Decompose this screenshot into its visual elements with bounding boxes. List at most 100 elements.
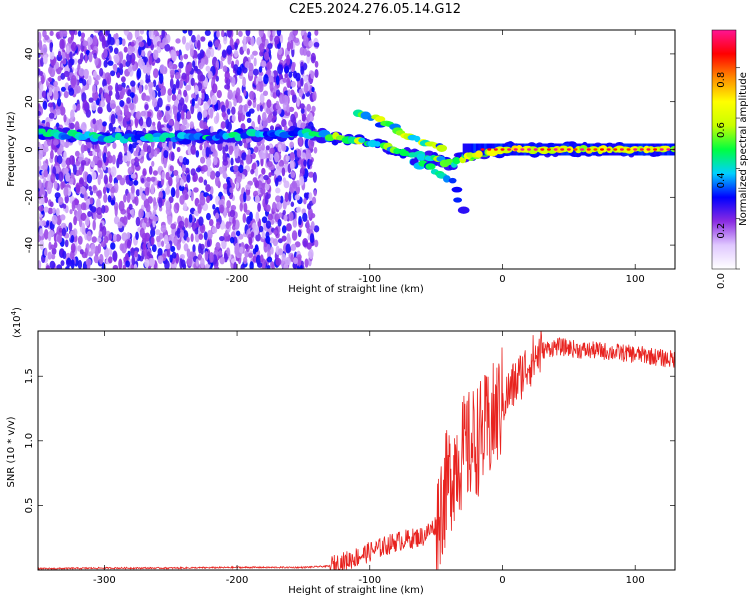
spectrogram-cell — [483, 143, 487, 156]
spectrogram-cell — [38, 110, 41, 117]
spectrogram-cell — [279, 131, 291, 139]
spectrogram-cell — [147, 81, 154, 88]
spectrogram-cell — [296, 264, 303, 269]
spectrogram-cell — [279, 195, 284, 204]
page-title: C2E5.2024.276.05.14.G12 — [289, 2, 461, 17]
colorbar-tick-label: 0.8 — [716, 72, 727, 88]
spectrogram-cell — [70, 234, 75, 242]
spectrogram-cell — [190, 144, 197, 155]
spectrogram-cell — [85, 258, 92, 267]
spectrogram-cell — [208, 219, 214, 227]
spectrogram-cell — [261, 216, 268, 224]
spectrogram-cell — [211, 226, 218, 234]
spectrogram-cell — [181, 35, 187, 45]
spectrogram-cell — [122, 264, 127, 269]
spectrogram-cell — [197, 253, 203, 261]
spectrogram-cell — [115, 91, 120, 100]
spectrogram-cell — [103, 235, 109, 244]
spectrogram-cell — [92, 70, 98, 78]
spectrogram-cell — [107, 85, 113, 92]
spectrogram-cell — [219, 256, 225, 265]
spectrogram-cell — [179, 231, 185, 238]
spectrogram-cell — [89, 190, 94, 196]
spectrogram-cell — [182, 117, 188, 126]
spectrogram-cell — [119, 63, 124, 70]
spectrogram-cell — [234, 242, 240, 253]
spectrogram-cell — [177, 102, 183, 113]
spectrogram-cell — [272, 109, 278, 117]
spectrogram-cell — [79, 249, 84, 255]
spectrogram-cell — [313, 189, 317, 197]
spectrogram-cell — [184, 217, 189, 229]
spectrogram-cell — [290, 171, 296, 179]
spectrogram-cell — [533, 148, 538, 151]
spectrogram-cell — [155, 229, 161, 236]
spectrogram-cell — [197, 53, 202, 61]
spectrogram-cell — [110, 103, 117, 109]
spectrogram-cell — [222, 152, 228, 163]
spectrogram-cell — [173, 99, 179, 107]
spectrogram-cell — [500, 148, 505, 151]
spectrogram-cell — [273, 85, 278, 93]
spectrogram-cell — [62, 203, 67, 209]
spectrogram-cell — [134, 196, 139, 206]
spectrogram-cell — [97, 174, 101, 186]
spectrogram-cell — [139, 30, 145, 35]
spectrogram-cell — [152, 196, 157, 207]
spectrogram-cell — [309, 233, 315, 244]
spectrogram-cell — [144, 186, 150, 196]
spectrogram-cell — [191, 98, 195, 107]
spectrogram-cell — [238, 246, 244, 254]
spectrogram-cell — [112, 233, 117, 242]
spectrogram-cell — [259, 254, 264, 263]
spectrogram-cell — [272, 30, 276, 38]
spectrogram-cell — [235, 230, 241, 237]
spectrogram-cell — [278, 212, 283, 218]
spectrogram-cell — [292, 30, 299, 37]
spectrogram-cell — [286, 103, 290, 113]
spectrogram-cell — [165, 171, 170, 181]
spectrogram-cell — [43, 206, 49, 213]
spectrogram-cell — [222, 65, 228, 73]
spectrogram-cell — [593, 148, 598, 151]
spectrogram-cell — [141, 49, 146, 57]
spectrogram-cell — [53, 241, 58, 249]
spectrogram-cell — [91, 236, 97, 243]
spectrogram-cell — [57, 196, 64, 206]
spectrogram-cell — [284, 72, 289, 79]
spectrogram-cell — [133, 161, 140, 167]
spectrogram-cell — [105, 30, 110, 36]
spectrogram-cell — [287, 89, 291, 97]
spectrogram-cell — [538, 146, 550, 155]
spectrogram-cell — [95, 75, 101, 81]
spectrogram-cell — [100, 241, 106, 248]
spectrogram-cell — [282, 209, 286, 215]
spectrogram-cell — [144, 103, 149, 110]
spectrogram-cell — [57, 50, 62, 58]
spectrogram-cell — [53, 80, 58, 88]
spectrogram-cell — [212, 204, 216, 210]
spectrogram-cell — [82, 99, 88, 110]
spectrogram-cell — [256, 103, 260, 112]
spectrogram-cell — [102, 78, 107, 88]
spectrogram-cell — [110, 242, 116, 250]
spectrogram-cell — [47, 102, 54, 108]
spectrogram-cell — [130, 46, 136, 53]
spectrogram-cell — [201, 148, 206, 157]
spectrogram-cell — [40, 194, 45, 206]
spectrogram-cell — [475, 143, 479, 156]
spectrogram-cell — [308, 138, 315, 150]
spectrogram-cell — [128, 203, 133, 210]
spectrogram-cell — [306, 203, 312, 210]
spectrogram-cell — [50, 244, 55, 250]
spectrogram-cell — [540, 148, 545, 151]
spectrogram-cell — [281, 167, 286, 177]
spectrogram-cell — [266, 99, 272, 108]
spectrogram-cell — [183, 89, 188, 98]
spectrogram-cell — [470, 143, 474, 156]
spectrogram-cell — [202, 109, 208, 118]
spectrogram-cell — [190, 233, 194, 242]
spectrogram-cell — [107, 35, 111, 46]
spectrogram-cell — [56, 154, 63, 165]
spectrogram-cell — [156, 235, 161, 243]
